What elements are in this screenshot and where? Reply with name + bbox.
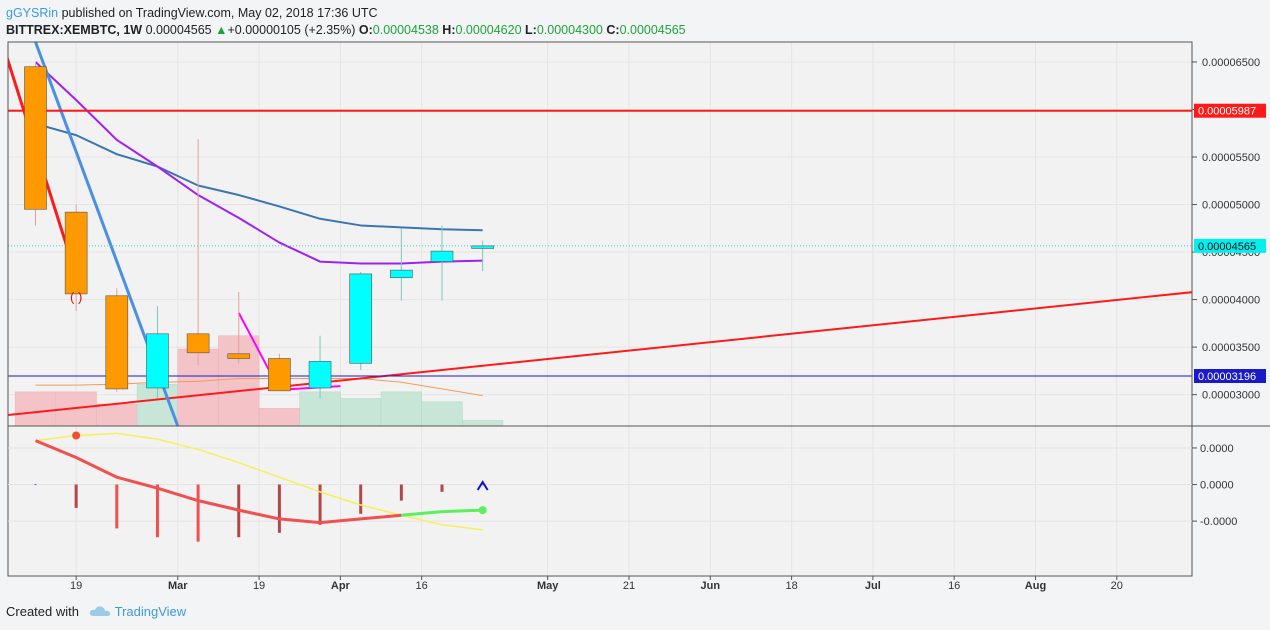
price-tick-label-5: 0.00004000	[1202, 295, 1260, 307]
time-tick-label-0: 19	[70, 580, 82, 592]
published-header: gGYSRin published on TradingView.com, Ma…	[6, 4, 378, 23]
candle-body-5	[227, 353, 251, 359]
last-price-axis-label: 0.00004565	[1198, 241, 1256, 253]
volume-bar-10	[421, 401, 463, 426]
oscillator-pane-background	[8, 426, 1192, 576]
osc-main-line	[34, 439, 402, 525]
time-tick-label-1: Mar	[168, 580, 188, 592]
volume-bar-6	[258, 408, 300, 426]
support-axis-box	[1194, 369, 1266, 384]
footer: Created with TradingView	[6, 604, 186, 620]
price-tick-label-7: 0.00003000	[1202, 390, 1260, 402]
candle-body-10	[430, 250, 454, 262]
candle-body-1	[64, 211, 88, 295]
osc-tick-label-2: -0.0000	[1200, 516, 1237, 528]
close-value: 0.00004565	[619, 23, 686, 37]
candle-body-11	[471, 245, 494, 249]
candle-body-7	[308, 361, 332, 389]
time-tick-label-6: 21	[623, 580, 635, 592]
time-tick-label-11: Aug	[1025, 580, 1046, 592]
osc-main-line-green	[401, 508, 483, 517]
high-value: 0.00004620	[455, 23, 522, 37]
price-tick-label-6: 0.00003500	[1202, 342, 1260, 354]
ema-blue-line	[35, 122, 483, 232]
symbol-line: BITTREX:XEMBTC, 1W 0.00004565 ▲+0.000001…	[6, 21, 686, 40]
time-tick-label-3: Apr	[331, 580, 351, 592]
time-tick-label-8: 18	[785, 580, 797, 592]
candle-body-4	[186, 333, 210, 354]
candle-body-2	[105, 295, 129, 390]
candle-body-0	[24, 66, 47, 210]
low-value: 0.00004300	[536, 23, 603, 37]
volume-bar-8	[340, 398, 382, 426]
price-tick-label-0: 0.00006500	[1202, 57, 1260, 69]
last-price-axis-box	[1194, 238, 1266, 253]
high-label: H:	[442, 23, 456, 37]
symbol-name: BITTREX:XEMBTC, 1W	[6, 23, 143, 37]
tradingview-cloud-icon	[89, 605, 111, 620]
time-tick-label-7: Jun	[701, 580, 721, 592]
uptrend-line	[8, 291, 1192, 417]
candle-body-9	[390, 269, 413, 279]
time-tick-label-5: May	[537, 580, 559, 592]
up-arrow-icon: ▲	[215, 23, 228, 37]
candle-body-6	[268, 358, 291, 392]
open-value: 0.00004538	[372, 23, 439, 37]
osc-up-arrow-icon	[476, 480, 489, 491]
ema-purple-line	[34, 61, 483, 265]
author-name[interactable]: gGYSRin	[6, 6, 59, 20]
open-label: O:	[358, 23, 373, 37]
time-tick-label-2: 19	[253, 580, 265, 592]
time-tick-label-10: 16	[948, 580, 960, 592]
close-label: C:	[606, 23, 620, 37]
main-pane-layer: ( )	[8, 42, 1192, 426]
osc-end-dot	[478, 506, 487, 515]
low-label: L:	[525, 23, 537, 37]
price-tick-label-2: 0.00005500	[1202, 152, 1260, 164]
price-tick-label-4: 0.00004500	[1202, 247, 1260, 259]
resistance-axis-box	[1194, 103, 1266, 118]
time-tick-label-12: 20	[1111, 580, 1123, 592]
created-with-text: Created with	[6, 604, 79, 619]
tradingview-link[interactable]: TradingView	[114, 604, 187, 619]
osc-tick-label-1: 0.0000	[1200, 480, 1234, 492]
time-tick-label-9: Jul	[865, 580, 881, 592]
volume-bar-0	[14, 391, 57, 426]
resistance-axis-label: 0.00005987	[1198, 106, 1256, 118]
last-price: 0.00004565	[145, 23, 212, 37]
price-tick-label-3: 0.00005000	[1202, 200, 1260, 212]
time-tick-label-4: 16	[416, 580, 428, 592]
published-text: published on TradingView.com, May 02, 20…	[61, 6, 378, 20]
candle-body-3	[146, 333, 169, 389]
volume-bar-2	[96, 403, 138, 426]
support-axis-label: 0.00003196	[1198, 371, 1256, 383]
annotation-marker: ( )	[70, 289, 82, 304]
chart-canvas[interactable]: ( )0.000065000.000060000.000055000.00005…	[0, 40, 1270, 600]
osc-signal-line	[35, 432, 483, 531]
osc-top-dot	[72, 431, 81, 440]
volume-bar-9	[380, 391, 422, 426]
osc-tick-label-0: 0.0000	[1200, 443, 1234, 455]
price-change: +0.00000105 (+2.35%)	[227, 23, 356, 37]
volume-bar-11	[462, 420, 504, 426]
candle-body-8	[349, 273, 373, 364]
